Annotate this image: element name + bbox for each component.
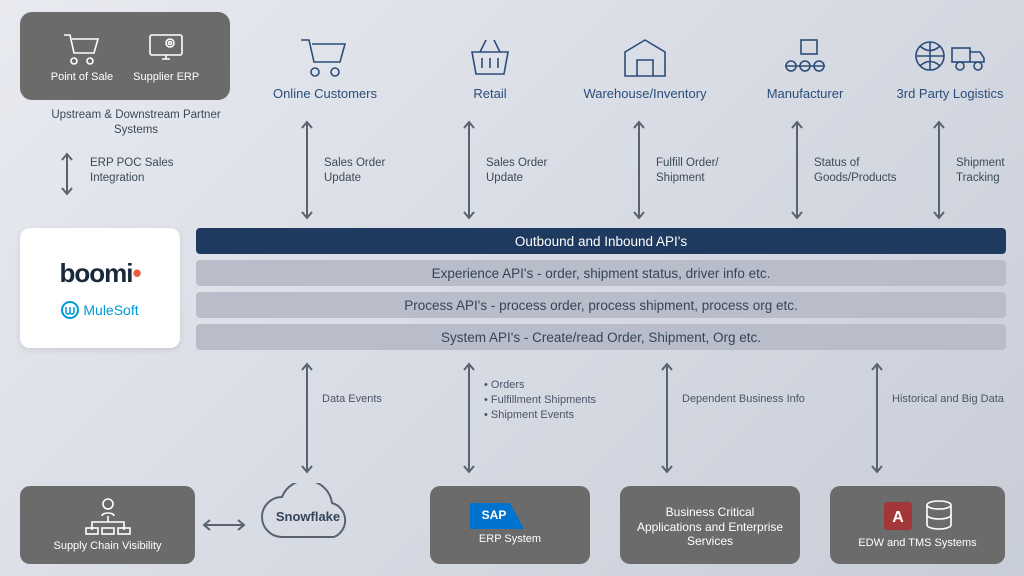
- conveyor-icon: [777, 32, 833, 80]
- edw-tms-box: A EDW and TMS Systems: [830, 486, 1005, 564]
- sub-text: Status of Goods/Products: [814, 156, 914, 186]
- supply-chain-visibility-box: Supply Chain Visibility: [20, 486, 195, 564]
- arrow-icon: [300, 360, 314, 476]
- point-of-sale-item: Point of Sale: [51, 29, 113, 83]
- arrow-icon: [932, 118, 946, 222]
- arrow-icon: [200, 518, 248, 532]
- erp-poc-text: ERP POC Sales Integration: [90, 156, 210, 186]
- warehouse-icon: [617, 32, 673, 80]
- mid-sub-text: Dependent Business Info: [682, 392, 805, 407]
- sub-text: Sales Order Update: [486, 156, 576, 186]
- mulesoft-icon: [61, 301, 79, 319]
- cart-icon: [60, 29, 104, 67]
- channel-3pl: 3rd Party Logistics: [880, 30, 1020, 101]
- snowflake-label: Snowflake: [276, 509, 340, 524]
- mulesoft-logo: MuleSoft: [61, 301, 138, 319]
- erp-monitor-icon: [144, 29, 188, 67]
- access-icon: A: [882, 500, 914, 532]
- channel-label: Manufacturer: [767, 86, 844, 101]
- mid-sub-text: • Orders • Fulfillment Shipments • Shipm…: [484, 378, 614, 423]
- api-bar-experience: Experience API's - order, shipment statu…: [196, 260, 1006, 286]
- partner-systems-text: Upstream & Downstream Partner Systems: [46, 108, 226, 138]
- scv-label: Supply Chain Visibility: [53, 540, 161, 553]
- supplier-erp-item: Supplier ERP: [133, 29, 199, 83]
- sub-text: Sales Order Update: [324, 156, 414, 186]
- edw-label: EDW and TMS Systems: [858, 537, 976, 550]
- sub-text: Fulfill Order/ Shipment: [656, 156, 746, 186]
- svg-text:A: A: [892, 509, 904, 526]
- arrow-icon: [870, 360, 884, 476]
- arrow-icon: [462, 118, 476, 222]
- boomi-logo: boomi•: [59, 258, 140, 289]
- bca-label: Business Critical Applications and Enter…: [628, 505, 792, 548]
- org-chart-icon: [78, 496, 138, 536]
- globe-truck-icon: [912, 32, 988, 80]
- business-critical-box: Business Critical Applications and Enter…: [620, 486, 800, 564]
- mid-sub-text: Data Events: [322, 392, 382, 407]
- sap-logo: SAP: [470, 503, 551, 529]
- mid-sub-text: Historical and Big Data: [892, 392, 1004, 407]
- shopping-cart-icon: [297, 32, 353, 80]
- snowflake-box: Snowflake: [248, 483, 368, 562]
- pos-label: Point of Sale: [51, 71, 113, 83]
- database-icon: [924, 499, 954, 533]
- channel-manufacturer: Manufacturer: [735, 30, 875, 101]
- sub-text: Shipment Tracking: [956, 156, 1024, 186]
- channel-label: 3rd Party Logistics: [897, 86, 1004, 101]
- channel-warehouse: Warehouse/Inventory: [575, 30, 715, 101]
- api-layers: Outbound and Inbound API's Experience AP…: [196, 228, 1006, 350]
- arrow-icon: [60, 150, 74, 198]
- arrow-icon: [660, 360, 674, 476]
- arrow-icon: [300, 118, 314, 222]
- api-bar-system: System API's - Create/read Order, Shipme…: [196, 324, 1006, 350]
- arrow-icon: [462, 360, 476, 476]
- api-bar-outbound-inbound: Outbound and Inbound API's: [196, 228, 1006, 254]
- pos-supplier-box: Point of Sale Supplier ERP: [20, 12, 230, 100]
- basket-icon: [462, 32, 518, 80]
- integration-vendors-box: boomi• MuleSoft: [20, 228, 180, 348]
- channel-label: Warehouse/Inventory: [583, 86, 706, 101]
- edw-icons: A: [882, 499, 954, 533]
- channel-retail: Retail: [420, 30, 560, 101]
- channel-label: Online Customers: [273, 86, 377, 101]
- api-bar-process: Process API's - process order, process s…: [196, 292, 1006, 318]
- arrow-icon: [790, 118, 804, 222]
- erp-label: ERP System: [479, 533, 541, 546]
- erp-system-box: SAP ERP System: [430, 486, 590, 564]
- arrow-icon: [632, 118, 646, 222]
- supplier-erp-label: Supplier ERP: [133, 71, 199, 83]
- channel-label: Retail: [473, 86, 506, 101]
- channel-online-customers: Online Customers: [255, 30, 395, 101]
